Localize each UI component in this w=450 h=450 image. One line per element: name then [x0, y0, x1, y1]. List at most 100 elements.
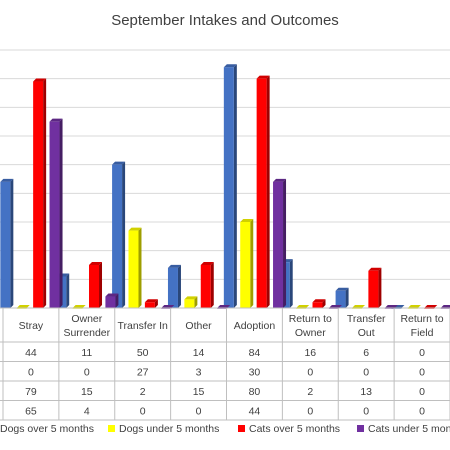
bar-top	[335, 287, 349, 291]
bar-top	[223, 64, 237, 68]
bar-top	[312, 299, 326, 303]
legend-swatch	[357, 425, 364, 432]
data-value: 0	[363, 405, 369, 417]
bar-top	[368, 267, 382, 271]
bar	[368, 267, 382, 308]
legend-label: Cats over 5 months	[249, 423, 340, 435]
bar-top	[167, 264, 181, 268]
data-value: 0	[419, 347, 425, 359]
legend-label: Dogs over 5 months	[0, 423, 94, 435]
bar	[167, 264, 181, 308]
data-value: 79	[25, 386, 37, 398]
bar-side	[122, 161, 126, 308]
data-value: 0	[419, 366, 425, 378]
category-label: Return to	[400, 313, 443, 325]
bar	[128, 227, 142, 308]
bar	[89, 262, 103, 308]
bar-side	[138, 227, 142, 308]
bar-side	[99, 262, 103, 308]
bar-top	[184, 296, 198, 300]
bar-side	[115, 293, 119, 308]
bar-top	[273, 178, 287, 182]
bar	[49, 118, 63, 309]
data-value: 80	[249, 386, 261, 398]
bar-front	[167, 267, 178, 308]
category-label: Stray	[19, 320, 44, 332]
legend-label: Cats under 5 months	[368, 423, 450, 435]
bar-side	[322, 299, 326, 308]
bar-top	[351, 305, 365, 308]
legend: Dogs over 5 months Dogs under 5 months Cat…	[0, 423, 450, 435]
bar-front	[128, 230, 139, 308]
bar-front	[112, 164, 123, 308]
bar-top	[72, 305, 86, 308]
category-label: Other	[185, 320, 212, 332]
bar-top	[112, 161, 126, 165]
data-value: 44	[249, 405, 261, 417]
data-value: 15	[81, 386, 93, 398]
bar-front	[273, 181, 284, 308]
bar-top	[296, 305, 310, 308]
category-label: Out	[358, 327, 375, 339]
bar-side	[66, 273, 70, 308]
bar	[273, 178, 287, 308]
bar	[256, 75, 270, 309]
bar	[184, 296, 198, 308]
data-value: 84	[249, 347, 261, 359]
bar-top	[440, 305, 450, 308]
bar-top	[0, 178, 14, 182]
bar-top	[89, 262, 103, 265]
bar-front	[184, 299, 195, 308]
data-table: Stray Owner Surrender Transfer In Other Adopt…	[0, 307, 450, 421]
data-value: 2	[307, 386, 313, 398]
bar-side	[250, 219, 254, 308]
bar	[105, 293, 119, 308]
category-label: Transfer	[347, 313, 386, 325]
bar	[200, 262, 214, 308]
bar	[144, 299, 158, 308]
bar-side	[283, 178, 287, 308]
category-label: Owner	[71, 313, 102, 325]
bar-top	[128, 227, 142, 231]
data-value: 30	[249, 366, 261, 378]
bar	[223, 64, 237, 308]
bar-top	[240, 219, 254, 222]
bar-side	[194, 296, 198, 308]
data-value: 0	[196, 405, 202, 417]
data-value: 44	[25, 347, 37, 359]
data-value: 15	[193, 386, 205, 398]
bar-top	[16, 305, 30, 308]
legend-label: Dogs under 5 months	[119, 423, 219, 435]
bar-front	[256, 78, 267, 309]
bar	[0, 178, 14, 308]
bar-top	[384, 305, 398, 308]
bar-front	[144, 302, 155, 308]
bar-side	[378, 267, 382, 308]
bar	[240, 219, 254, 308]
data-value: 3	[196, 366, 202, 378]
data-value: 27	[137, 366, 149, 378]
bar-side	[345, 287, 349, 308]
bars	[0, 64, 450, 309]
bar	[33, 78, 47, 309]
bar-front	[49, 121, 60, 309]
bar-side	[43, 78, 47, 309]
category-label: Adoption	[234, 320, 276, 332]
bar-front	[240, 222, 251, 308]
bar-top	[200, 262, 214, 265]
bar-side	[10, 178, 14, 308]
bar-front	[33, 81, 44, 309]
bar-top	[328, 305, 342, 308]
bar-front	[89, 265, 100, 308]
bar-top	[49, 118, 63, 122]
legend-swatch	[108, 425, 115, 432]
data-value: 4	[84, 405, 90, 417]
bar-side	[210, 262, 214, 308]
bar-top	[105, 293, 119, 297]
bar-front	[200, 265, 211, 308]
data-value: 0	[419, 405, 425, 417]
bar-front	[105, 296, 116, 308]
data-value: 50	[137, 347, 149, 359]
data-value: 13	[360, 386, 372, 398]
